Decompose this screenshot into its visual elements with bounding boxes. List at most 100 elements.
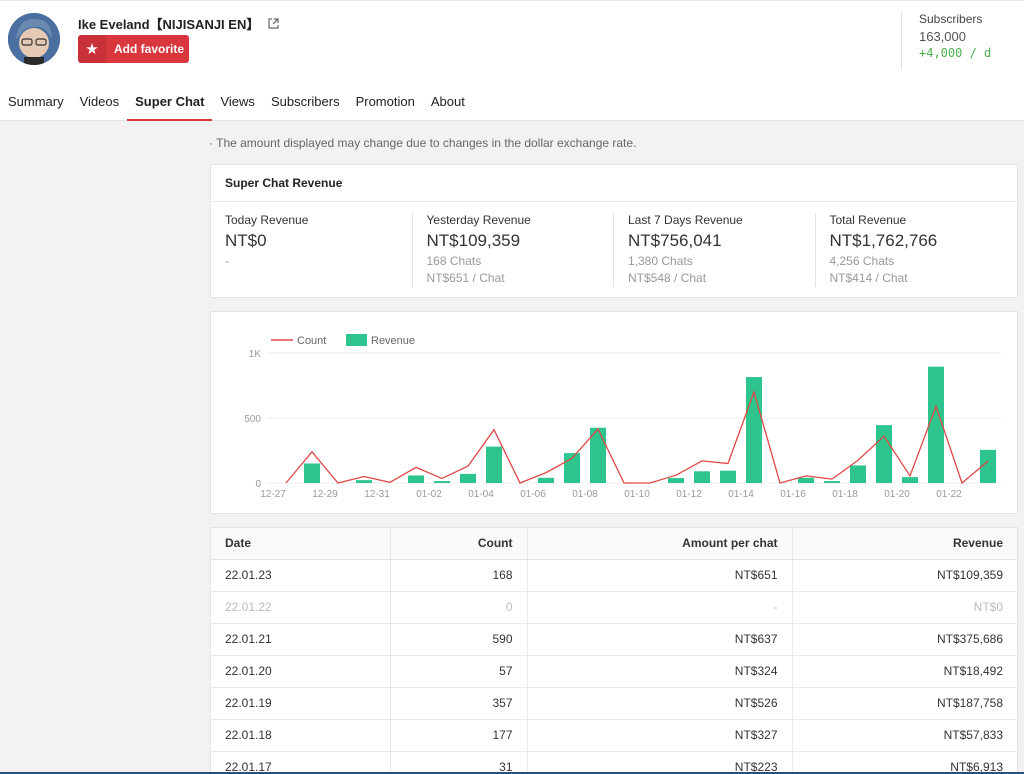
yesterday-revenue: Yesterday Revenue NT$109,359 168 Chats N… [413, 213, 614, 287]
table-row: 22.01.22 0- NT$0 [211, 591, 1017, 624]
revenue-bar [668, 478, 684, 483]
cell-date: 22.01.23 [211, 559, 391, 592]
x-tick-label: 01-06 [520, 489, 546, 500]
revenue-bar [798, 477, 814, 483]
revenue-bar [408, 475, 424, 483]
external-link-icon[interactable] [267, 17, 281, 31]
col-amount-per-chat[interactable]: Amount per chat [527, 528, 793, 560]
cell-date: 22.01.22 [211, 591, 391, 624]
tab-promotion[interactable]: Promotion [355, 94, 415, 109]
cell-revenue: NT$0 [792, 591, 1017, 624]
legend-count-label: Count [297, 335, 326, 347]
cell-revenue: NT$18,492 [792, 655, 1017, 688]
cell-count: 177 [390, 719, 528, 752]
x-tick-label: 12-31 [364, 489, 390, 500]
notice-text: The amount displayed may change due to c… [216, 136, 637, 150]
x-tick-label: 01-02 [416, 489, 442, 500]
stat-chats: 4,256 Chats [829, 254, 895, 268]
stat-per-chat: NT$548 / Chat [628, 271, 707, 285]
tab-summary[interactable]: Summary [8, 94, 64, 109]
tab-views[interactable]: Views [220, 94, 255, 109]
revenue-bar [460, 473, 476, 483]
stat-per-chat: NT$414 / Chat [829, 271, 908, 285]
subscribers-value: 163,000 [919, 29, 966, 44]
avatar[interactable] [8, 13, 60, 65]
cell-revenue: NT$6,913 [792, 751, 1017, 774]
col-date[interactable]: Date [211, 528, 391, 560]
x-tick-label: 01-18 [832, 489, 858, 500]
revenue-stats: Today Revenue NT$0 - Yesterday Revenue N… [211, 202, 1017, 287]
super-chat-table-card: Date Count Amount per chat Revenue 22.01… [210, 527, 1018, 774]
cell-count: 31 [390, 751, 528, 774]
cell-revenue: NT$109,359 [792, 559, 1017, 592]
add-favorite-button[interactable]: ★ Add favorite [78, 35, 189, 63]
cell-date: 22.01.18 [211, 719, 391, 752]
channel-name: Ike Eveland【NIJISANJI EN】 [78, 14, 281, 33]
super-chat-table: Date Count Amount per chat Revenue 22.01… [211, 528, 1017, 774]
subscribers-delta: +4,000 / d [919, 46, 992, 60]
revenue-bar [928, 366, 944, 483]
today-revenue: Today Revenue NT$0 - [211, 213, 413, 287]
tab-videos[interactable]: Videos [79, 94, 120, 109]
col-count[interactable]: Count [390, 528, 528, 560]
exchange-rate-notice: · The amount displayed may change due to… [209, 136, 637, 150]
y-tick-label: 1K [249, 349, 262, 360]
legend-revenue-label: Revenue [371, 335, 415, 347]
cell-count: 0 [390, 591, 528, 624]
cell-count: 357 [390, 687, 528, 720]
stat-amount: NT$756,041 [628, 231, 722, 250]
x-tick-label: 01-08 [572, 489, 598, 500]
cell-count: 168 [390, 559, 528, 592]
revenue-bar [538, 477, 554, 483]
cell-date: 22.01.21 [211, 623, 391, 656]
channel-name-text: Ike Eveland【NIJISANJI EN】 [78, 17, 260, 32]
y-tick-label: 500 [244, 414, 261, 425]
tab-about[interactable]: About [430, 94, 465, 109]
add-favorite-label: Add favorite [114, 42, 185, 56]
cell-count: 590 [390, 623, 528, 656]
cell-date: 22.01.19 [211, 687, 391, 720]
cell-amount: NT$637 [527, 623, 793, 656]
stat-label: Yesterday Revenue [426, 213, 531, 227]
table-header-row: Date Count Amount per chat Revenue [211, 528, 1017, 560]
cell-amount: NT$651 [527, 559, 793, 592]
table-row: 22.01.17 31 NT$223 NT$6,913 [211, 751, 1017, 774]
subscribers-label: Subscribers [919, 12, 983, 26]
stat-label: Total Revenue [829, 213, 907, 227]
total-revenue: Total Revenue NT$1,762,766 4,256 Chats N… [816, 213, 1018, 287]
x-tick-label: 01-16 [780, 489, 806, 500]
table-row: 22.01.18 177 NT$327 NT$57,833 [211, 719, 1017, 752]
revenue-bar [590, 427, 606, 483]
cell-amount: NT$324 [527, 655, 793, 688]
tab-subscribers[interactable]: Subscribers [270, 94, 340, 109]
col-revenue[interactable]: Revenue [792, 528, 1017, 560]
channel-header: Ike Eveland【NIJISANJI EN】 ★ Add favorite… [0, 0, 1024, 121]
super-chat-chart: 1K 500 012-27 12-29 12-31 01-02 01-04 01-06 01-0… [244, 334, 1001, 500]
cell-amount: NT$223 [527, 751, 793, 774]
cell-date: 22.01.20 [211, 655, 391, 688]
count-series-line [285, 389, 989, 485]
revenue-bar [486, 446, 502, 483]
cell-date: 22.01.17 [211, 751, 391, 774]
cell-revenue: NT$375,686 [792, 623, 1017, 656]
stat-label: Today Revenue [225, 213, 309, 227]
stat-amount: NT$0 [225, 231, 267, 250]
stat-chats: 168 Chats [426, 254, 482, 268]
revenue-bar [876, 425, 892, 483]
cell-amount: - [527, 591, 793, 624]
legend-revenue-swatch [346, 334, 367, 346]
stat-per-chat: NT$651 / Chat [426, 271, 505, 285]
revenue-bar [434, 481, 450, 483]
x-tick-label: 12-29 [312, 489, 338, 500]
revenue-bar [850, 465, 866, 483]
tab-super-chat[interactable]: Super Chat [127, 86, 213, 121]
stat-amount: NT$1,762,766 [829, 231, 938, 250]
top-divider [0, 0, 1024, 4]
revenue-card-title: Super Chat Revenue [211, 165, 1017, 202]
window-bottom-edge [0, 772, 1024, 774]
stat-chats: - [225, 254, 229, 268]
cell-count: 57 [390, 655, 528, 688]
revenue-bar [694, 471, 710, 483]
revenue-card: Super Chat Revenue Today Revenue NT$0 - … [210, 164, 1018, 298]
cell-revenue: NT$57,833 [792, 719, 1017, 752]
